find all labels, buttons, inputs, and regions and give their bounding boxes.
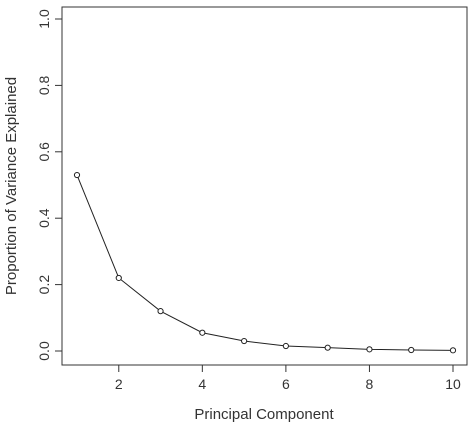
data-point	[241, 337, 248, 345]
y-tick-label: 0.2	[36, 275, 52, 295]
x-axis: 2 4 6 8 10	[115, 365, 461, 392]
y-tick-label: 0.4	[36, 208, 52, 228]
x-tick-label: 8	[366, 376, 374, 392]
data-point	[115, 274, 122, 282]
y-tick-label: 0.8	[36, 75, 52, 95]
x-tick-label: 4	[198, 376, 206, 392]
data-point	[73, 171, 81, 179]
data-point	[408, 346, 415, 354]
data-point	[282, 342, 289, 350]
series-line	[76, 174, 454, 351]
x-tick-label: 6	[282, 376, 290, 392]
data-point	[199, 329, 206, 336]
plot-area	[61, 6, 468, 366]
data-point	[366, 346, 373, 353]
x-tick-label: 10	[445, 376, 461, 392]
y-axis: 0.0 0.2 0.4 0.6 0.8 1.0	[36, 9, 62, 361]
data-point	[324, 344, 331, 351]
series	[73, 171, 457, 354]
data-point	[449, 347, 457, 354]
y-tick-label: 1.0	[36, 9, 52, 29]
data-point	[157, 308, 164, 315]
y-tick-label: 0.6	[36, 142, 52, 162]
x-axis-title: Principal Component	[194, 406, 334, 423]
y-tick-label: 0.0	[36, 341, 52, 361]
y-axis-title: Proportion of Variance Explained	[3, 77, 20, 295]
x-tick-label: 2	[115, 376, 123, 392]
